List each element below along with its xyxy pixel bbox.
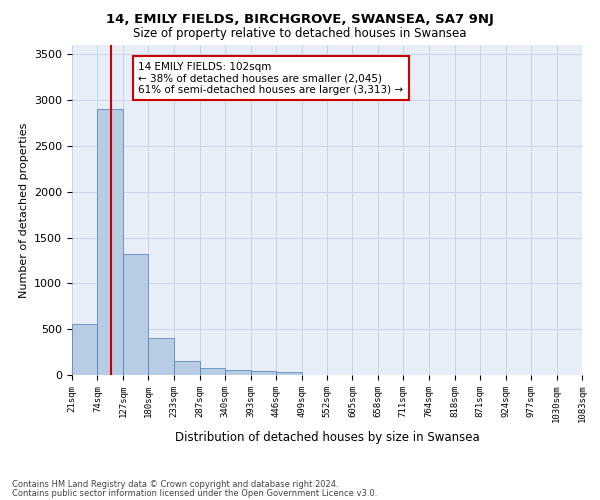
Bar [72, 324, 97, 375]
Text: Contains HM Land Registry data © Crown copyright and database right 2024.: Contains HM Land Registry data © Crown c… [12, 480, 338, 489]
Bar [174, 361, 200, 375]
Bar [97, 109, 123, 375]
Y-axis label: Number of detached properties: Number of detached properties [19, 122, 29, 298]
Text: Size of property relative to detached houses in Swansea: Size of property relative to detached ho… [133, 28, 467, 40]
X-axis label: Distribution of detached houses by size in Swansea: Distribution of detached houses by size … [175, 430, 479, 444]
Bar [276, 372, 302, 375]
Text: Contains public sector information licensed under the Open Government Licence v3: Contains public sector information licen… [12, 488, 377, 498]
Bar [225, 370, 251, 375]
Bar [251, 371, 276, 375]
Text: 14 EMILY FIELDS: 102sqm
← 38% of detached houses are smaller (2,045)
61% of semi: 14 EMILY FIELDS: 102sqm ← 38% of detache… [139, 62, 403, 94]
Bar [123, 254, 148, 375]
Bar [148, 338, 174, 375]
Bar [200, 368, 225, 375]
Text: 14, EMILY FIELDS, BIRCHGROVE, SWANSEA, SA7 9NJ: 14, EMILY FIELDS, BIRCHGROVE, SWANSEA, S… [106, 12, 494, 26]
